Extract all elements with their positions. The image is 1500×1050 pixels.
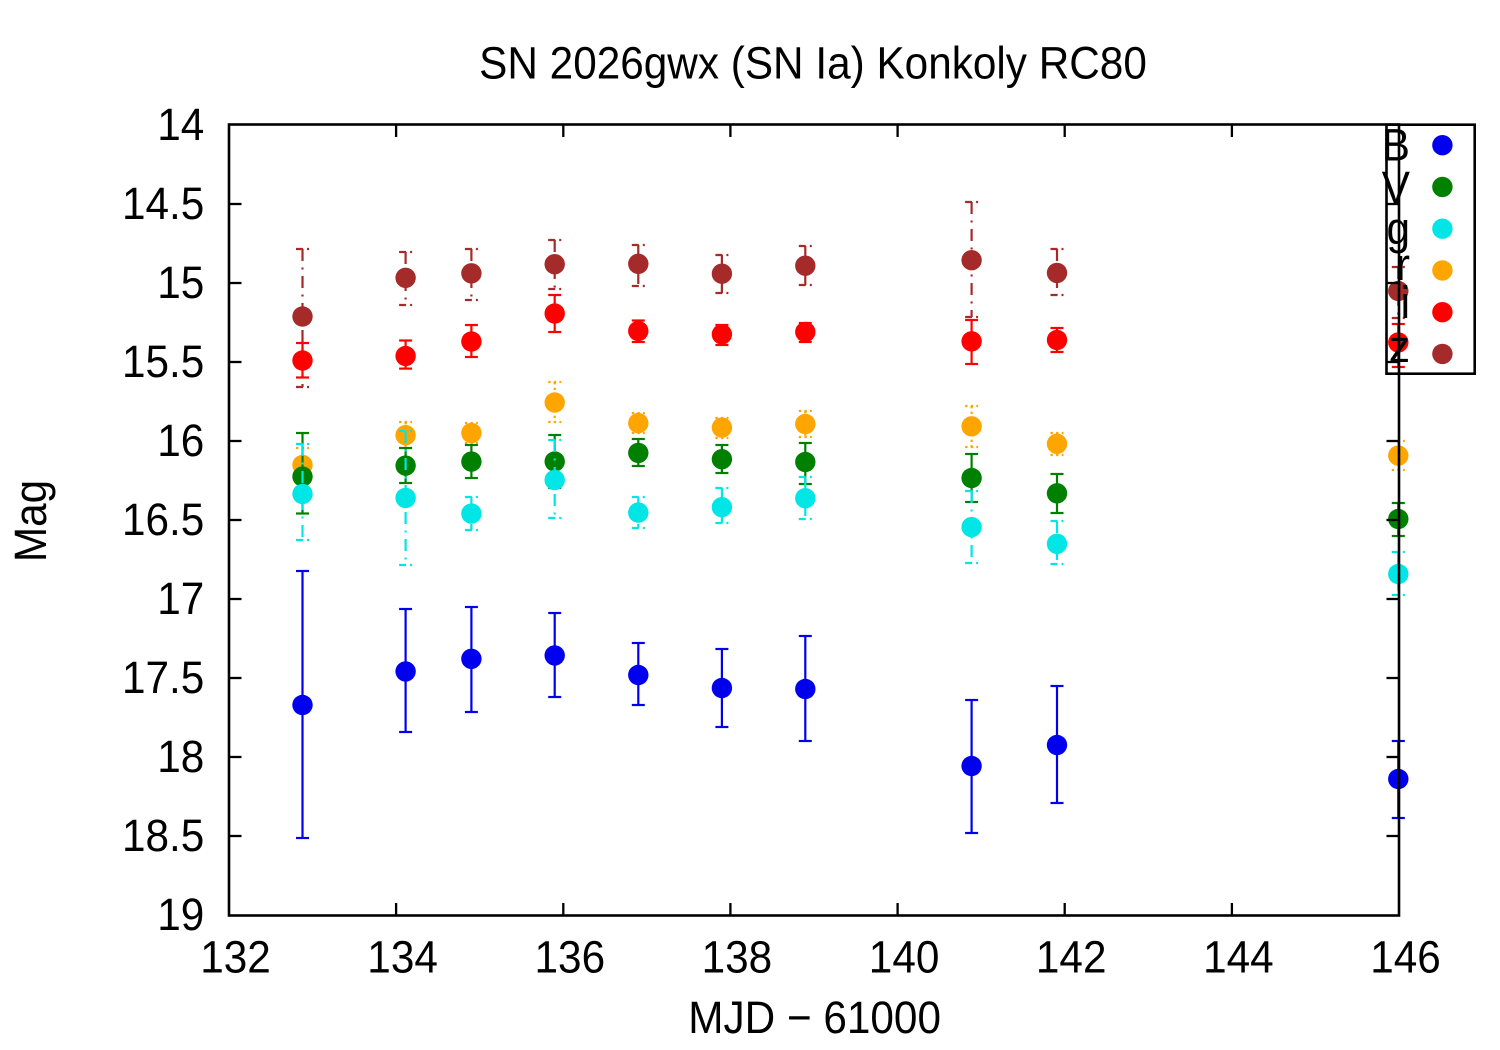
svg-text:142: 142: [1036, 932, 1107, 983]
svg-text:18: 18: [157, 731, 204, 782]
svg-text:15.5: 15.5: [122, 336, 204, 387]
svg-text:SN 2026gwx (SN Ia) Konkoly RC8: SN 2026gwx (SN Ia) Konkoly RC80: [479, 38, 1147, 89]
svg-text:19: 19: [157, 889, 204, 940]
svg-text:140: 140: [869, 932, 940, 983]
svg-text:i: i: [1401, 278, 1410, 329]
svg-text:14.5: 14.5: [122, 178, 204, 229]
svg-text:144: 144: [1203, 932, 1274, 983]
svg-text:z: z: [1389, 322, 1410, 373]
svg-text:136: 136: [535, 932, 606, 983]
svg-text:18.5: 18.5: [122, 810, 204, 861]
svg-text:17: 17: [157, 573, 204, 624]
svg-text:Mag: Mag: [6, 480, 57, 562]
svg-text:17.5: 17.5: [122, 652, 204, 703]
svg-text:r: r: [1396, 239, 1410, 290]
svg-text:MJD − 61000: MJD − 61000: [688, 993, 941, 1044]
svg-text:B: B: [1382, 120, 1410, 171]
svg-text:16.5: 16.5: [122, 494, 204, 545]
svg-text:15: 15: [157, 257, 204, 308]
svg-text:134: 134: [367, 932, 438, 983]
svg-text:V: V: [1382, 163, 1411, 214]
svg-text:14: 14: [157, 99, 204, 150]
svg-text:132: 132: [200, 932, 271, 983]
svg-text:16: 16: [157, 415, 204, 466]
svg-text:146: 146: [1370, 932, 1441, 983]
svg-text:g: g: [1386, 204, 1410, 255]
svg-text:138: 138: [702, 932, 773, 983]
